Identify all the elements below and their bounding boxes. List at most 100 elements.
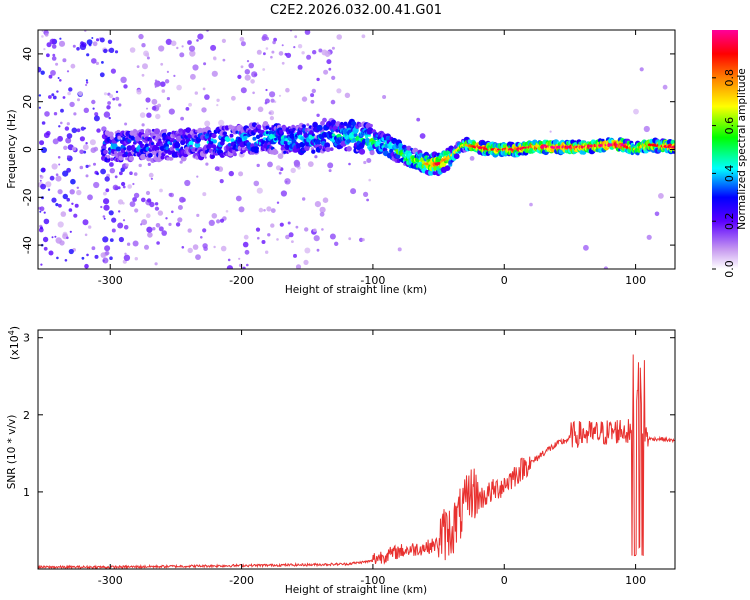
noise-point (66, 236, 69, 240)
noise-point (39, 206, 45, 212)
x-tick-label: -100 (360, 574, 385, 587)
noise-point (114, 50, 119, 54)
noise-point (91, 246, 96, 251)
spectrogram-plot-area (38, 30, 675, 269)
noise-point (177, 205, 183, 210)
ridge-point (292, 127, 296, 132)
noise-point (102, 236, 109, 243)
noise-point (145, 190, 151, 196)
noise-point (240, 87, 247, 94)
noise-point (202, 243, 208, 249)
colorbar-tick-label: 0.4 (723, 165, 736, 183)
ridge-point (335, 129, 340, 133)
noise-point (56, 256, 59, 260)
noise-point (366, 158, 372, 163)
noise-point (301, 96, 308, 102)
noise-point (146, 56, 150, 60)
noise-point (74, 203, 79, 208)
noise-point (179, 52, 185, 58)
ridge-point (170, 157, 174, 161)
noise-point (331, 46, 335, 50)
noise-point (103, 198, 110, 205)
noise-point (108, 47, 115, 53)
noise-point (72, 44, 76, 48)
noise-point (138, 33, 144, 40)
snr-multiplier-label: (x104) (7, 326, 21, 360)
ridge-point (265, 125, 270, 130)
y-tick-label: 20 (21, 95, 34, 109)
noise-point (46, 130, 51, 136)
noise-point (101, 126, 107, 132)
noise-point (188, 45, 196, 52)
noise-point (348, 162, 351, 166)
noise-point (62, 193, 68, 200)
noise-point (288, 232, 294, 238)
noise-point (202, 192, 207, 197)
noise-point (265, 88, 268, 92)
noise-point (269, 91, 276, 98)
noise-point (284, 178, 291, 185)
ridge-point (140, 153, 147, 160)
ridge-point (285, 138, 289, 142)
noise-point (221, 38, 226, 44)
noise-point (301, 51, 305, 55)
noise-point (257, 236, 260, 240)
ridge-point (331, 133, 336, 137)
noise-point (256, 187, 263, 194)
noise-point (147, 232, 153, 238)
noise-point (41, 121, 46, 125)
noise-point (285, 180, 288, 183)
noise-point (94, 112, 99, 117)
noise-point (111, 217, 117, 223)
noise-point (146, 112, 152, 118)
ridge-point (302, 124, 306, 128)
x-tick-label: -200 (229, 574, 254, 587)
noise-point (85, 81, 89, 84)
ridge-point (428, 169, 434, 176)
noise-point (84, 233, 88, 237)
noise-point (270, 98, 275, 103)
noise-point (67, 91, 71, 96)
ridge-point (166, 157, 170, 161)
noise-point (40, 183, 46, 190)
noise-point (82, 144, 89, 151)
noise-point (132, 240, 139, 247)
noise-point (59, 79, 62, 82)
noise-point (265, 47, 269, 50)
noise-point (48, 250, 54, 256)
noise-point (57, 77, 60, 79)
noise-point (79, 165, 84, 170)
noise-point (142, 63, 148, 70)
noise-point (316, 77, 320, 82)
noise-point (235, 195, 242, 202)
ridge-point (401, 153, 406, 158)
ridge-point (480, 140, 487, 147)
ridge-point (115, 146, 121, 152)
noise-point (123, 225, 129, 230)
ridge-point (289, 133, 295, 139)
noise-point (244, 249, 250, 255)
ridge-point (299, 141, 306, 148)
y-tick-label: -20 (21, 188, 34, 206)
noise-point (319, 206, 326, 213)
noise-point (184, 179, 191, 187)
noise-point (204, 94, 210, 100)
noise-point (176, 46, 179, 50)
noise-point (319, 211, 325, 217)
snr-x-axis: -300 -200 -100 0 100 (98, 330, 646, 587)
colorbar-tick-label: 0.6 (723, 117, 736, 135)
noise-point (368, 178, 372, 182)
noise-point (45, 181, 52, 188)
noise-point (129, 171, 133, 175)
noise-point (382, 95, 387, 99)
ridge-point (225, 137, 231, 142)
ridge-point (369, 150, 375, 156)
noise-point (132, 197, 138, 202)
noise-point (157, 103, 162, 108)
noise-point (84, 263, 89, 269)
noise-point (168, 108, 175, 115)
ridge-point (320, 120, 325, 126)
noise-point (81, 256, 85, 260)
noise-point (78, 91, 83, 96)
noise-point (293, 253, 297, 258)
